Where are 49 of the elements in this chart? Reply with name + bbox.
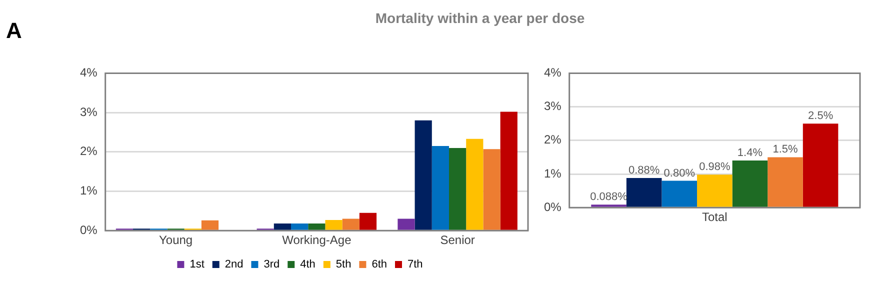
- y-tick-label: 3%: [544, 99, 562, 114]
- data-label: 2.5%: [808, 110, 834, 122]
- bar: [291, 224, 308, 230]
- bar: [626, 178, 662, 207]
- bar: [662, 180, 698, 207]
- x-tick-label: Total: [702, 210, 728, 224]
- y-tick-label: 1%: [544, 166, 562, 180]
- x-tick-label: Senior: [440, 233, 475, 248]
- data-label: 0.88%: [628, 164, 660, 177]
- bar: [308, 224, 326, 230]
- bar: [201, 220, 219, 230]
- bar: [342, 218, 360, 230]
- y-tick-label: 0%: [544, 200, 562, 214]
- legend-label: 3rd: [264, 258, 280, 271]
- bar: [359, 212, 377, 230]
- bar: [398, 218, 415, 230]
- legend-label: 7th: [408, 258, 423, 271]
- bar: [414, 120, 432, 230]
- legend-label: 5th: [336, 258, 352, 271]
- bar: [432, 146, 450, 230]
- bar: [697, 174, 732, 207]
- y-tick-label: 3%: [80, 104, 98, 119]
- legend-label: 1st: [190, 258, 204, 271]
- y-tick-label: 1%: [80, 184, 98, 198]
- bar: [732, 160, 768, 207]
- data-label: 0.98%: [699, 161, 730, 174]
- data-label: 1.4%: [737, 147, 763, 160]
- text: A: [6, 18, 22, 44]
- y-tick-label: 2%: [544, 132, 562, 147]
- data-label: 0.80%: [664, 167, 696, 180]
- bar: [449, 148, 466, 230]
- x-tick-label: Young: [158, 233, 193, 248]
- bar: [483, 149, 500, 230]
- legend-label: 2nd: [224, 258, 244, 271]
- y-tick-label: 4%: [80, 66, 98, 80]
- legend-label: 6th: [372, 258, 388, 271]
- legend-label: 4th: [300, 258, 316, 271]
- y-tick-label: 4%: [544, 66, 562, 80]
- bar: [274, 224, 292, 230]
- bar: [466, 138, 484, 230]
- y-tick-label: 0%: [80, 222, 98, 237]
- x-tick-label: Working-Age: [282, 233, 352, 248]
- y-tick-label: 2%: [80, 144, 98, 158]
- bar: [325, 220, 342, 230]
- data-label: 1.5%: [772, 144, 798, 156]
- bar: [768, 157, 803, 207]
- chart-title: Mortality within a year per dose: [374, 10, 586, 26]
- bar: [802, 124, 838, 207]
- bar: [500, 112, 518, 230]
